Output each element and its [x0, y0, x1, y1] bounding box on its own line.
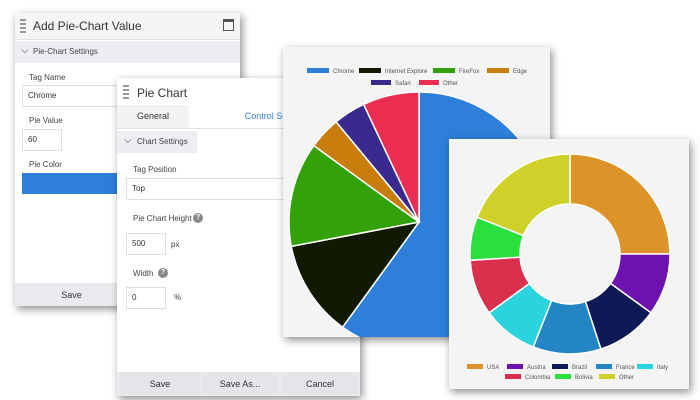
legend-swatch-other[interactable]: [599, 374, 615, 379]
legend-swatch-austria[interactable]: [507, 364, 523, 369]
legend-label-internet-explore[interactable]: Internet Explore: [385, 69, 428, 75]
legend-label-france[interactable]: France: [616, 365, 635, 371]
height-unit: px: [171, 240, 180, 249]
chevron-down-icon: ⌵: [21, 45, 29, 56]
legend-label-colombia[interactable]: Colombia: [525, 375, 551, 381]
add-panel-titlebar[interactable]: Add Pie-Chart Value: [15, 13, 240, 40]
slice-other[interactable]: [476, 153, 571, 237]
legend-swatch-chrome[interactable]: [307, 68, 329, 73]
doughnut-chart-preview: USA Austria Brazil France Italy Colombia Boliv…: [449, 139, 689, 389]
help-icon[interactable]: ?: [193, 213, 203, 223]
legend-swatch-bolivia[interactable]: [555, 374, 571, 379]
legend-swatch-safari[interactable]: [371, 80, 391, 85]
pie-chart-height-label: Pie Chart Height: [133, 214, 192, 223]
save-as-button[interactable]: Save As...: [201, 373, 279, 394]
legend-label-usa[interactable]: USA: [487, 365, 499, 371]
save-button[interactable]: Save: [19, 285, 124, 304]
drag-handle-icon[interactable]: [20, 19, 26, 33]
legend-swatch-internet-explore[interactable]: [359, 68, 381, 73]
slice-firefox[interactable]: [288, 144, 421, 248]
pie-panel-title: Pie Chart: [137, 86, 188, 100]
tab-general[interactable]: General: [117, 105, 189, 128]
slice-usa[interactable]: [569, 153, 671, 255]
legend-label-other[interactable]: Other: [619, 375, 634, 381]
save-button[interactable]: Save: [120, 373, 200, 394]
drag-handle-icon[interactable]: [123, 85, 129, 99]
width-label: Width: [133, 269, 154, 278]
slice-internet-explore[interactable]: [290, 220, 421, 329]
legend-swatch-italy[interactable]: [637, 364, 653, 369]
legend-label-austria[interactable]: Austria: [527, 365, 546, 371]
legend-swatch-france[interactable]: [596, 364, 612, 369]
pie-chart-height-input[interactable]: 500: [126, 233, 166, 255]
legend-label-other[interactable]: Other: [443, 81, 458, 87]
legend-label-safari[interactable]: Safari: [395, 81, 411, 87]
legend-label-brazil[interactable]: Brazil: [572, 365, 587, 371]
legend-swatch-colombia[interactable]: [505, 374, 521, 379]
pie-value-input[interactable]: 60: [22, 129, 62, 151]
pie-color-label: Pie Color: [29, 160, 62, 169]
width-unit: %: [174, 293, 182, 302]
legend-label-chrome[interactable]: Chrome: [333, 69, 355, 75]
width-input[interactable]: 0: [126, 287, 166, 309]
legend-label-italy[interactable]: Italy: [657, 365, 668, 371]
legend-swatch-usa[interactable]: [467, 364, 483, 369]
legend-swatch-brazil[interactable]: [552, 364, 568, 369]
doughnut-chart-svg: USA Austria Brazil France Italy Colombia Boliv…: [467, 153, 671, 381]
tag-position-label: Tag Position: [133, 165, 177, 174]
legend-label-firefox[interactable]: FireFox: [459, 69, 479, 75]
pie-chart-settings-section[interactable]: ⌵ Pie-Chart Settings: [15, 41, 240, 63]
legend-swatch-edge[interactable]: [487, 68, 509, 73]
pie-value-label: Pie Value: [29, 116, 63, 125]
window-icon[interactable]: [223, 19, 234, 31]
slice-other[interactable]: [362, 91, 420, 223]
legend-label-edge[interactable]: Edge: [513, 69, 528, 75]
legend-swatch-firefox[interactable]: [433, 68, 455, 73]
tag-name-label: Tag Name: [29, 73, 66, 82]
cancel-button[interactable]: Cancel: [281, 373, 359, 394]
chevron-down-icon: ⌵: [124, 135, 132, 146]
section-title: Pie-Chart Settings: [33, 47, 98, 56]
legend-swatch-other[interactable]: [419, 80, 439, 85]
section-title: Chart Settings: [137, 137, 188, 146]
help-icon[interactable]: ?: [158, 268, 168, 278]
legend-label-bolivia[interactable]: Bolivia: [575, 375, 593, 381]
add-panel-title: Add Pie-Chart Value: [33, 19, 142, 33]
